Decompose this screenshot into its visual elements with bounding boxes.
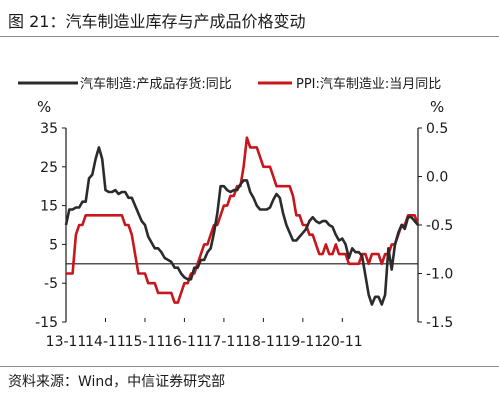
- source-divider: [0, 366, 499, 367]
- left-tick-label: 35: [40, 121, 58, 137]
- right-axis-ticks: 0.5 0.0 -0.5 -1.0 -1.5: [418, 121, 453, 331]
- left-tick-label: -5: [44, 276, 58, 292]
- x-tick-label: 19-11: [283, 334, 324, 350]
- x-tick-label: 16-11: [164, 334, 205, 350]
- x-tick-label: 13-11: [46, 334, 87, 350]
- left-axis-ticks: 35 25 15 5 -5 -15: [35, 121, 66, 331]
- right-tick-label: 0.0: [426, 170, 448, 186]
- chart-source: 资料来源：Wind，中信证券研究部: [8, 374, 226, 390]
- right-tick-label: -1.5: [426, 315, 453, 331]
- legend-label-ppi: PPI:汽车制造业:当月同比: [296, 76, 441, 92]
- left-tick-label: 5: [49, 237, 58, 253]
- left-tick-label: 15: [40, 199, 58, 215]
- series-line-ppi: [66, 136, 420, 304]
- x-tick-label: 20-11: [322, 334, 363, 350]
- legend-label-inventory: 汽车制造:产成品存货:同比: [80, 76, 232, 92]
- left-axis-unit: %: [37, 98, 51, 116]
- right-tick-label: -0.5: [426, 218, 453, 234]
- x-tick-label: 14-11: [85, 334, 126, 350]
- right-tick-label: -1.0: [426, 267, 453, 283]
- left-tick-label: 25: [40, 160, 58, 176]
- title-divider: [0, 36, 499, 37]
- chart-title: 图 21：汽车制造业库存与产成品价格变动: [8, 12, 306, 31]
- left-tick-label: -15: [35, 315, 58, 331]
- x-tick-label: 15-11: [125, 334, 166, 350]
- legend: 汽车制造:产成品存货:同比 PPI:汽车制造业:当月同比: [18, 76, 441, 92]
- x-tick-label: 18-11: [243, 334, 284, 350]
- right-tick-label: 0.5: [426, 121, 448, 137]
- series-line-inventory: [64, 146, 419, 306]
- x-tick-label: 17-11: [204, 334, 245, 350]
- right-axis-unit: %: [430, 98, 444, 116]
